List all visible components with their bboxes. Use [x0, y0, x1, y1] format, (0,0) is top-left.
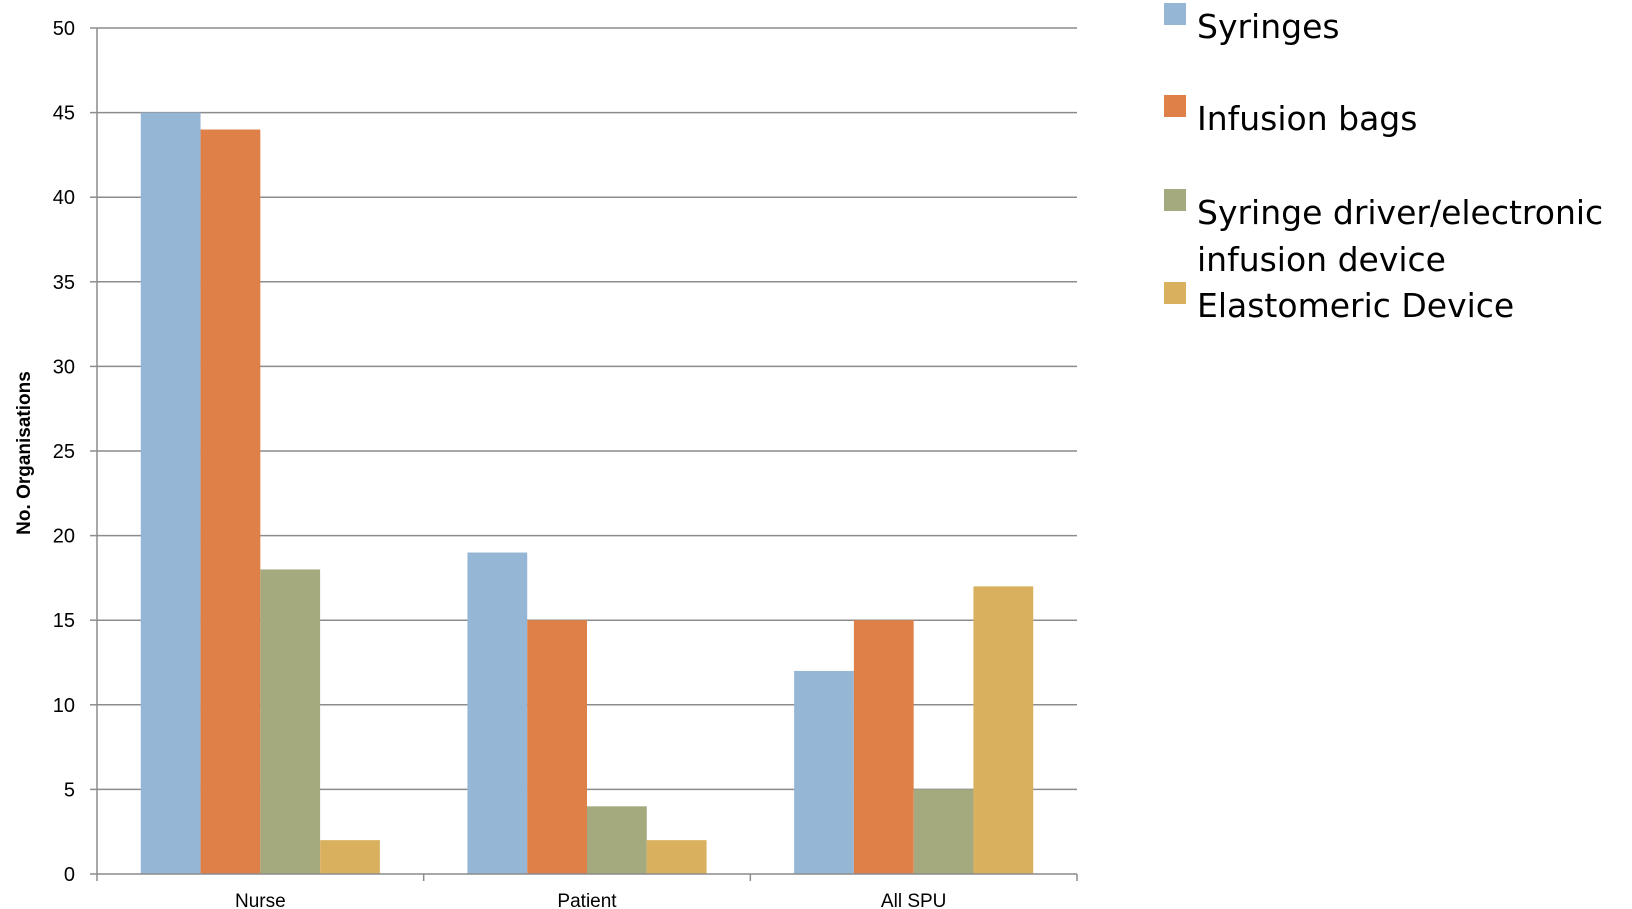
legend-label: Syringes — [1197, 7, 1340, 46]
legend-swatch — [1164, 95, 1186, 117]
legend-label: Syringe driver/electronic — [1197, 193, 1603, 232]
legend-label: Elastomeric Device — [1197, 286, 1514, 325]
bar-syringes-patient — [467, 552, 528, 874]
x-category-label: Nurse — [235, 891, 286, 909]
bar-syringe-driver-electronic-infusion-device-nurse — [260, 569, 321, 874]
x-category-label: All SPU — [881, 891, 946, 909]
bar-syringes-all-spu — [794, 670, 854, 874]
bar-syringes-nurse — [140, 112, 201, 875]
legend-swatch — [1164, 189, 1186, 211]
legend-label: infusion device — [1197, 240, 1446, 279]
y-tick-label: 20 — [53, 526, 75, 548]
bar-syringe-driver-electronic-infusion-device-all-spu — [913, 789, 974, 874]
y-tick-label: 30 — [53, 356, 75, 378]
bar-infusion-bags-all-spu — [853, 620, 914, 874]
y-tick-label: 10 — [53, 695, 75, 717]
bar-infusion-bags-patient — [527, 620, 587, 874]
x-category-labels: Nurse Patient All SPU — [235, 891, 946, 909]
legend-swatch — [1164, 282, 1186, 304]
bar-infusion-bags-nurse — [200, 129, 261, 874]
y-tick-labels: 0 5 10 15 20 25 30 35 40 45 50 — [53, 18, 75, 886]
legend: Syringes Infusion bags Syringe driver/elec… — [1164, 3, 1603, 325]
axes — [90, 27, 1078, 881]
bar-elastomeric-device-patient — [646, 840, 707, 874]
y-tick-label: 40 — [53, 187, 75, 209]
legend-swatch — [1164, 3, 1186, 25]
y-tick-label: 15 — [53, 610, 75, 632]
y-tick-label: 25 — [53, 441, 75, 463]
x-category-label: Patient — [557, 891, 617, 909]
bar-syringe-driver-electronic-infusion-device-patient — [587, 806, 647, 874]
legend-label: Infusion bags — [1197, 99, 1417, 138]
bar-elastomeric-device-nurse — [320, 840, 380, 874]
y-tick-label: 35 — [53, 272, 75, 294]
y-tick-label: 0 — [64, 864, 75, 886]
y-tick-label: 50 — [53, 18, 75, 40]
y-tick-label: 45 — [53, 103, 75, 125]
y-tick-label: 5 — [64, 779, 75, 801]
y-axis-title: No. Organisations — [14, 371, 35, 535]
bars — [140, 112, 1034, 875]
bar-elastomeric-device-all-spu — [973, 586, 1034, 874]
